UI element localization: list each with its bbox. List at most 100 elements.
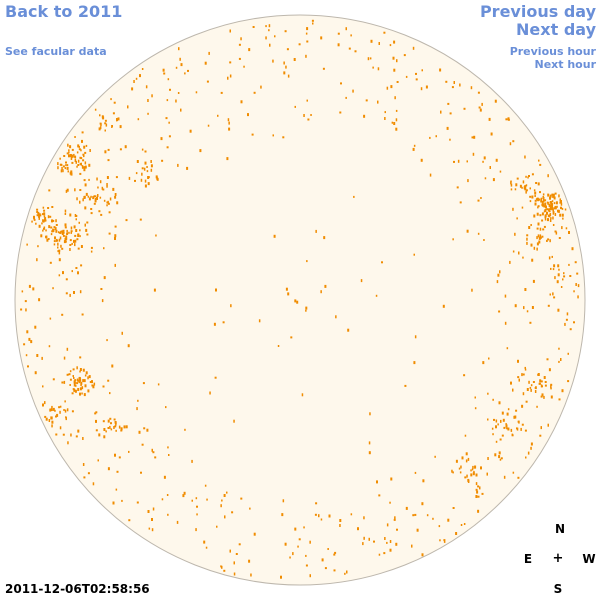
facula-point <box>114 234 117 238</box>
facula-point <box>45 219 47 222</box>
previous-day-link[interactable]: Previous day <box>479 2 596 21</box>
facula-point <box>93 382 96 386</box>
facula-point <box>79 229 81 232</box>
facula-point <box>64 400 66 403</box>
facula-point <box>95 429 98 432</box>
facula-point <box>551 208 554 211</box>
facula-point <box>118 425 121 429</box>
facula-point <box>565 318 568 321</box>
facula-point <box>49 317 52 320</box>
facula-point <box>368 537 370 541</box>
facula-point <box>360 279 363 283</box>
previous-hour-link[interactable]: Previous hour <box>509 45 596 58</box>
facula-point <box>136 407 138 411</box>
facula-point <box>42 229 44 232</box>
facula-point <box>220 504 222 508</box>
facula-point <box>84 151 87 154</box>
facula-point <box>372 66 374 69</box>
facula-point <box>81 139 83 143</box>
facula-point <box>555 231 558 235</box>
facula-point <box>121 499 123 502</box>
facula-point <box>66 233 69 235</box>
facula-point <box>476 490 479 494</box>
facula-point <box>83 166 86 170</box>
facula-point <box>415 78 418 81</box>
facula-point <box>38 298 41 302</box>
facula-point <box>205 546 208 549</box>
facula-point <box>324 284 327 288</box>
facula-point <box>537 205 540 208</box>
facula-point <box>94 195 97 198</box>
facula-point <box>365 99 368 102</box>
facula-point <box>141 68 144 70</box>
facula-point <box>93 202 96 205</box>
facula-point <box>362 542 364 546</box>
facula-point <box>559 213 562 217</box>
facula-point <box>530 224 532 226</box>
facula-point <box>77 429 80 433</box>
facula-point <box>61 381 64 384</box>
facula-point <box>59 410 61 414</box>
facula-point <box>552 211 555 215</box>
facula-point <box>114 453 116 457</box>
facula-point <box>566 312 569 316</box>
facula-point <box>52 219 55 222</box>
facula-point <box>499 458 502 461</box>
back-to-year-link[interactable]: Back to 2011 <box>5 2 123 21</box>
facula-point <box>42 219 44 223</box>
facula-point <box>57 246 59 249</box>
facula-point <box>573 321 575 324</box>
facula-point <box>102 116 105 120</box>
facula-point <box>75 267 78 269</box>
facula-point <box>223 569 226 572</box>
facula-point <box>459 471 462 474</box>
see-facular-data-link[interactable]: See facular data <box>5 45 107 58</box>
facula-point <box>150 160 152 163</box>
facula-point <box>52 287 54 290</box>
facula-point <box>287 74 290 78</box>
facula-point <box>334 551 337 554</box>
facula-point <box>195 497 198 500</box>
facula-point <box>517 376 520 379</box>
facula-point <box>551 255 553 258</box>
facula-point <box>394 96 396 100</box>
facula-point <box>480 466 482 470</box>
facula-point <box>323 236 326 240</box>
facula-point <box>287 292 290 296</box>
facula-point <box>546 201 549 204</box>
facula-point <box>160 137 163 141</box>
facula-point <box>511 433 514 436</box>
facula-point <box>61 247 64 250</box>
facula-point <box>505 424 508 428</box>
facula-point <box>550 201 552 204</box>
facula-point <box>554 213 557 216</box>
facula-point <box>77 164 80 166</box>
facula-point <box>109 197 112 201</box>
facula-point <box>459 83 461 87</box>
facula-point <box>483 156 486 160</box>
facula-point <box>459 201 462 204</box>
facula-point <box>70 231 72 234</box>
facula-point <box>560 358 562 361</box>
facula-point <box>86 221 89 224</box>
facula-point <box>411 544 413 548</box>
facula-point <box>542 201 544 205</box>
facula-point <box>294 105 296 108</box>
facula-point <box>36 208 39 211</box>
next-hour-link[interactable]: Next hour <box>534 58 597 71</box>
facula-point <box>518 378 520 382</box>
next-day-link[interactable]: Next day <box>516 20 596 39</box>
facula-point <box>180 63 183 67</box>
facula-point <box>470 469 472 472</box>
facula-point <box>123 425 126 429</box>
facula-point <box>20 308 23 311</box>
facula-point <box>552 209 554 213</box>
facula-point <box>567 380 570 383</box>
facula-point <box>429 173 432 177</box>
facula-point <box>175 99 177 103</box>
facula-point <box>539 227 542 231</box>
facula-point <box>328 514 331 518</box>
facula-point <box>373 540 375 543</box>
facula-point <box>395 127 398 131</box>
facula-point <box>535 198 538 201</box>
